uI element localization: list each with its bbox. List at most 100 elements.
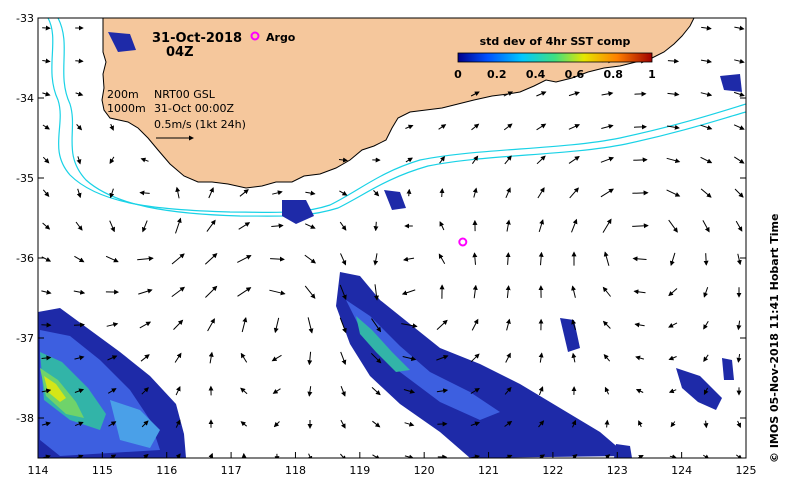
current-vector — [571, 352, 577, 363]
current-vector — [141, 387, 149, 395]
current-vector — [138, 288, 153, 295]
current-vector — [505, 285, 511, 298]
argo-float-marker[interactable] — [458, 237, 468, 247]
current-vector — [372, 454, 381, 458]
current-vector — [470, 387, 480, 394]
current-vector — [204, 253, 218, 265]
current-vector — [436, 354, 449, 361]
current-vector — [538, 386, 544, 396]
current-vector — [572, 454, 578, 458]
current-vector — [471, 123, 480, 131]
current-vector — [338, 157, 348, 163]
current-vector — [633, 289, 646, 295]
current-vector — [632, 223, 649, 229]
current-vector — [206, 219, 216, 232]
colorbar-gradient — [457, 52, 653, 63]
current-vector — [109, 188, 115, 199]
current-vector — [703, 387, 709, 395]
argo-legend: Argo — [250, 31, 296, 44]
current-vector — [273, 421, 280, 428]
current-vector — [240, 352, 248, 363]
current-vector — [667, 58, 680, 64]
lon-tick-label: 117 — [221, 464, 242, 477]
current-vector — [372, 420, 381, 428]
current-vector — [635, 355, 645, 361]
current-vector — [505, 318, 511, 331]
current-vector — [173, 319, 184, 330]
current-vector — [505, 219, 511, 232]
current-vector — [632, 256, 647, 262]
current-vector — [700, 124, 713, 130]
current-vector — [538, 420, 545, 428]
current-vector — [340, 351, 347, 366]
current-vector — [471, 318, 479, 331]
current-vector — [272, 190, 283, 196]
current-vector — [439, 188, 445, 198]
current-vector — [373, 221, 379, 232]
current-vector — [505, 252, 511, 265]
current-vector — [340, 253, 347, 266]
lat-tick-label: -37 — [16, 332, 34, 345]
colorbar: std dev of 4hr SST comp 0 0.2 0.4 0.6 0.8 1 — [454, 35, 656, 81]
current-vector — [307, 317, 314, 334]
current-vector — [42, 91, 51, 97]
current-vector — [175, 419, 181, 428]
current-vector — [76, 124, 83, 131]
lon-tick-label: 121 — [478, 464, 499, 477]
current-vector — [339, 221, 347, 231]
current-vector — [42, 124, 50, 130]
current-vector — [601, 91, 614, 97]
current-vector — [405, 124, 414, 130]
current-vector — [472, 187, 478, 198]
current-vector — [75, 91, 84, 97]
current-vector — [74, 255, 85, 263]
map-date: 31-Oct-2018 — [152, 31, 242, 46]
current-vector — [403, 388, 416, 394]
lat-tick-label: -34 — [16, 92, 34, 105]
current-vector — [205, 285, 218, 298]
current-vector — [307, 386, 313, 397]
current-vector — [109, 123, 114, 131]
current-vector — [602, 218, 612, 233]
current-vector — [273, 317, 280, 334]
current-vector — [270, 256, 285, 262]
current-vector-field — [41, 25, 745, 458]
lon-tick-label: 123 — [607, 464, 628, 477]
current-vector — [141, 220, 148, 233]
current-vector — [340, 419, 346, 429]
lat-tick-label: -33 — [16, 12, 34, 25]
current-vector — [736, 253, 742, 266]
current-vector — [374, 284, 379, 301]
current-vector — [735, 454, 743, 458]
current-vector — [339, 190, 348, 196]
current-vector — [700, 156, 713, 164]
current-vector — [472, 284, 478, 299]
current-vector — [175, 186, 181, 199]
current-vector — [143, 453, 149, 458]
current-vector — [239, 189, 249, 197]
lon-tick-label: 115 — [92, 464, 113, 477]
colorbar-tick-label: 0.4 — [526, 68, 546, 81]
current-vector — [340, 386, 346, 397]
lon-tick-label: 125 — [736, 464, 757, 477]
current-vector — [667, 91, 680, 97]
current-vector — [600, 156, 615, 163]
current-vector — [668, 288, 678, 297]
current-vector — [700, 58, 712, 64]
current-vector — [137, 256, 154, 262]
current-vector — [702, 220, 710, 233]
current-vector — [736, 354, 742, 363]
current-vector — [504, 155, 512, 165]
current-vector — [734, 188, 744, 198]
lon-tick-label: 122 — [542, 464, 563, 477]
current-vector — [74, 355, 85, 361]
current-vector — [700, 188, 712, 198]
current-vector — [503, 123, 513, 131]
current-vector — [305, 190, 316, 196]
current-vector — [604, 419, 610, 428]
current-vector — [307, 351, 313, 366]
current-vector — [73, 289, 86, 295]
current-vector — [76, 188, 82, 199]
current-vector — [339, 284, 347, 301]
